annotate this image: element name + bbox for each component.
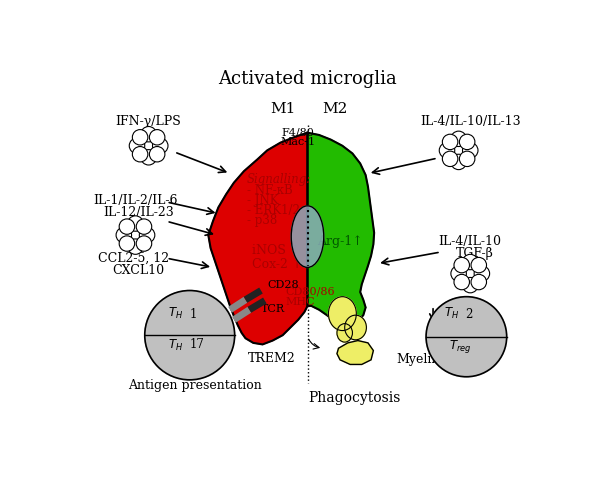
Circle shape <box>129 138 145 153</box>
Text: IL-4/IL-10/IL-13: IL-4/IL-10/IL-13 <box>420 115 521 128</box>
Text: - JNK: - JNK <box>247 194 278 207</box>
Text: CD28: CD28 <box>267 280 299 290</box>
Text: Activated microglia: Activated microglia <box>218 70 397 88</box>
Circle shape <box>141 150 157 165</box>
Circle shape <box>119 236 134 251</box>
Text: IL-12/IL-23: IL-12/IL-23 <box>103 206 174 219</box>
Text: Antigen presentation: Antigen presentation <box>128 379 262 392</box>
Text: $T_H$: $T_H$ <box>168 338 183 353</box>
Circle shape <box>471 257 487 273</box>
Circle shape <box>128 216 143 231</box>
Circle shape <box>454 274 469 290</box>
Circle shape <box>439 143 455 158</box>
Text: CXCL10: CXCL10 <box>112 263 164 277</box>
Circle shape <box>119 219 134 234</box>
Text: F4/80: F4/80 <box>282 127 314 137</box>
Circle shape <box>139 227 155 243</box>
Text: - ERK1/2: - ERK1/2 <box>247 204 300 217</box>
Circle shape <box>460 134 475 150</box>
Text: IFN-γ/LPS: IFN-γ/LPS <box>116 115 182 128</box>
Text: MHC: MHC <box>286 297 316 307</box>
Text: Myelin: Myelin <box>397 353 440 367</box>
Circle shape <box>451 266 466 281</box>
Text: CCL2-5, 12: CCL2-5, 12 <box>98 252 169 265</box>
Text: 2: 2 <box>466 309 473 321</box>
Circle shape <box>149 129 165 145</box>
Text: Signalling:: Signalling: <box>247 174 311 186</box>
Text: 17: 17 <box>190 338 205 351</box>
Text: - p38: - p38 <box>247 214 277 227</box>
Polygon shape <box>208 132 308 344</box>
Text: TGF-β: TGF-β <box>456 247 494 259</box>
Circle shape <box>442 151 458 167</box>
Text: Mac-1: Mac-1 <box>281 136 316 146</box>
Text: M2: M2 <box>322 102 347 116</box>
Circle shape <box>152 138 168 153</box>
Text: 1: 1 <box>190 309 197 321</box>
Circle shape <box>471 274 487 290</box>
Circle shape <box>136 236 152 251</box>
Circle shape <box>442 134 458 150</box>
Text: CD80/86: CD80/86 <box>286 287 335 297</box>
Text: $T_H$: $T_H$ <box>444 306 459 321</box>
Circle shape <box>463 254 478 270</box>
Ellipse shape <box>291 206 324 267</box>
Text: $T_H$: $T_H$ <box>168 306 183 321</box>
Circle shape <box>128 239 143 254</box>
Text: Phagocytosis: Phagocytosis <box>308 391 400 405</box>
Polygon shape <box>337 341 373 365</box>
Text: M1: M1 <box>270 102 295 116</box>
Circle shape <box>145 291 235 380</box>
Circle shape <box>141 126 157 142</box>
Ellipse shape <box>328 297 356 330</box>
Circle shape <box>463 277 478 293</box>
Text: iNOS ↑: iNOS ↑ <box>252 245 300 257</box>
Circle shape <box>116 227 131 243</box>
Circle shape <box>149 146 165 162</box>
Polygon shape <box>308 132 374 325</box>
Circle shape <box>463 266 478 281</box>
Circle shape <box>128 227 143 243</box>
Text: Arg-1↑: Arg-1↑ <box>317 235 362 248</box>
Ellipse shape <box>344 315 367 340</box>
Ellipse shape <box>337 323 352 342</box>
Text: IL-1/IL-2/IL-6: IL-1/IL-2/IL-6 <box>93 194 178 207</box>
Circle shape <box>133 146 148 162</box>
Circle shape <box>474 266 490 281</box>
Text: $T_{reg}$: $T_{reg}$ <box>449 338 471 355</box>
Circle shape <box>463 143 478 158</box>
Text: IL-4/IL-10: IL-4/IL-10 <box>439 235 502 248</box>
Text: TREM2: TREM2 <box>248 352 296 365</box>
Circle shape <box>454 257 469 273</box>
Circle shape <box>460 151 475 167</box>
Circle shape <box>451 154 466 170</box>
Text: Cox-2 ↑: Cox-2 ↑ <box>252 258 302 271</box>
Circle shape <box>133 129 148 145</box>
Text: TCR: TCR <box>261 305 285 314</box>
Circle shape <box>426 297 506 377</box>
Text: - NF-κB: - NF-κB <box>247 184 293 197</box>
Circle shape <box>451 131 466 146</box>
Circle shape <box>451 143 466 158</box>
Circle shape <box>136 219 152 234</box>
Circle shape <box>141 138 157 153</box>
